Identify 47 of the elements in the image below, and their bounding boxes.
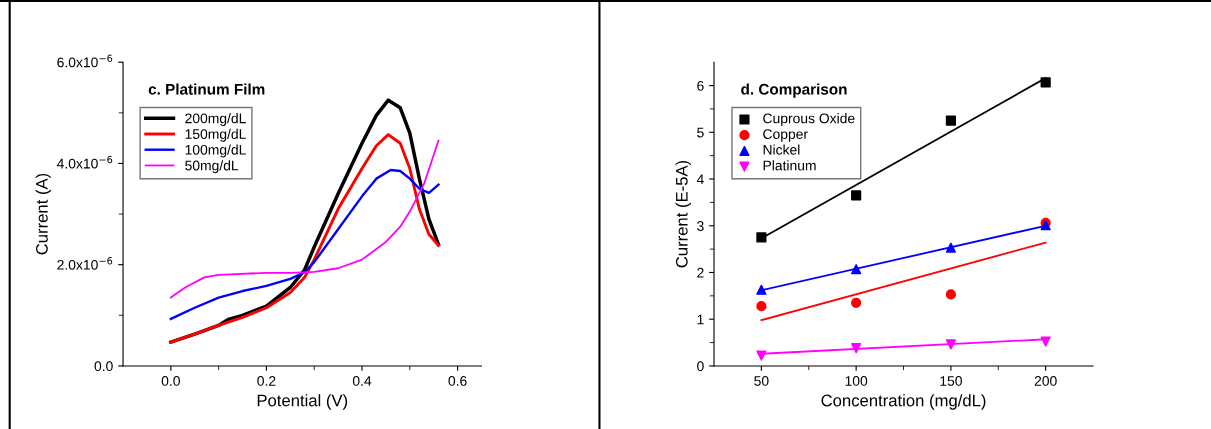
legend-label: 150mg/dL (185, 128, 246, 142)
legend-label: 50mg/dL (185, 160, 239, 174)
point (756, 301, 767, 312)
point (945, 289, 956, 300)
x-tick-label: 200 (1034, 376, 1057, 386)
x-axis-title: Potential (V) (257, 394, 348, 410)
legend-label: 100mg/dL (185, 144, 246, 158)
y-tick-label: 2.0x10$^{−6}$ (57, 257, 113, 270)
legend-label: Platinum (763, 160, 816, 171)
point (945, 242, 956, 253)
x-tick-label: 0.4 (352, 376, 372, 386)
point (851, 190, 862, 201)
text: d. Comparison (741, 83, 847, 98)
point (945, 115, 956, 126)
point (756, 284, 767, 295)
legend-label: Cuprous Oxide (763, 113, 855, 127)
y-axis-title: Current (A) (35, 173, 52, 255)
point (1040, 77, 1051, 88)
y-tick-label: 4.0x10$^{−6}$ (56, 155, 113, 169)
point (756, 350, 767, 361)
y-axis-title: Current (E-5A) (675, 160, 691, 268)
point (756, 232, 767, 243)
x-tick-label: 100 (845, 376, 868, 386)
y-tick-label: 3 (697, 221, 704, 231)
text: c. Platinum Film (148, 83, 265, 95)
legend-label: Copper (763, 129, 808, 142)
y-tick-label: 0.0 (94, 361, 113, 372)
point (851, 297, 862, 308)
x-tick-label: 0.0 (161, 376, 180, 386)
y-tick-label: 4 (696, 174, 704, 185)
x-axis-title: Concentration (mg/dL) (821, 394, 986, 410)
y-tick-label: 6.0x10$^{−6}$ (57, 54, 113, 68)
point (851, 343, 862, 354)
x-tick-label: 150 (940, 376, 962, 386)
point (851, 264, 862, 275)
point (1040, 336, 1051, 347)
y-tick-label: 5 (697, 127, 704, 138)
x-tick-label: 0.6 (448, 376, 467, 386)
legend-label: Nickel (763, 144, 800, 155)
y-tick-label: 2 (697, 267, 704, 278)
y-tick-label: 1 (697, 314, 704, 325)
x-tick-label: 50 (754, 376, 769, 386)
point (945, 339, 956, 350)
y-tick-label: 6 (697, 80, 704, 91)
y-tick-label: 0 (697, 361, 704, 372)
legend-label: 200mg/dL (185, 113, 246, 127)
x-tick-label: 0.2 (257, 376, 276, 386)
